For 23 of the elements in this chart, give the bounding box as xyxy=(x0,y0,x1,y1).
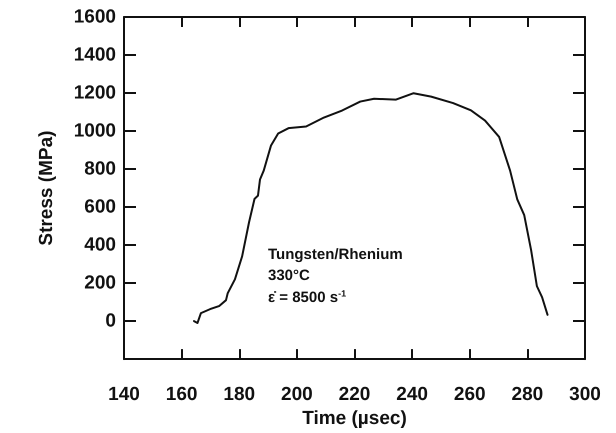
x-tick-label: 220 xyxy=(338,384,370,406)
y-tick-label: 800 xyxy=(84,158,116,180)
y-tick-label: 1000 xyxy=(74,120,116,142)
y-tick-label: 1400 xyxy=(74,44,116,66)
y-axis-title: Stress (MPa) xyxy=(36,130,57,246)
annotation: Tungsten/Rhenium xyxy=(268,246,403,263)
x-tick-label: 200 xyxy=(281,384,313,406)
y-tick-label: 400 xyxy=(84,234,116,256)
y-tick-label: 1200 xyxy=(74,82,116,104)
x-tick-label: 280 xyxy=(512,384,544,406)
x-tick-label: 260 xyxy=(454,384,486,406)
x-tick-label: 300 xyxy=(569,384,601,406)
y-tick-label: 600 xyxy=(84,196,116,218)
y-tick-label: 1600 xyxy=(74,6,116,28)
x-tick-label: 180 xyxy=(223,384,256,406)
x-tick-label: 140 xyxy=(108,384,140,406)
x-tick-label: 240 xyxy=(396,384,428,406)
y-tick-label: 200 xyxy=(84,272,116,294)
line-series xyxy=(193,92,549,324)
annotation: 330°C xyxy=(268,267,310,284)
x-axis-title: Time (µsec) xyxy=(302,408,407,429)
y-tick-label: 0 xyxy=(105,310,116,332)
x-tick-label: 160 xyxy=(166,384,198,406)
